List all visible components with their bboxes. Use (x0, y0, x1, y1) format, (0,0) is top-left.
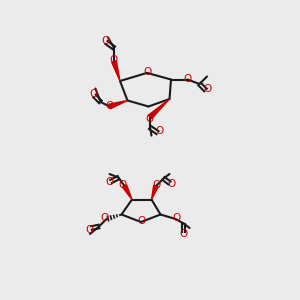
Text: O: O (86, 225, 94, 235)
Text: O: O (119, 179, 127, 190)
Text: O: O (183, 74, 192, 85)
Text: O: O (110, 55, 118, 65)
Text: O: O (143, 67, 151, 77)
Polygon shape (112, 61, 120, 81)
Text: O: O (100, 213, 109, 223)
Text: O: O (105, 177, 113, 188)
Text: O: O (105, 100, 114, 111)
Text: O: O (203, 83, 211, 94)
Polygon shape (109, 100, 128, 109)
Text: O: O (153, 179, 161, 190)
Text: O: O (155, 126, 163, 136)
Text: O: O (137, 215, 145, 226)
Text: O: O (172, 213, 181, 223)
Polygon shape (148, 99, 170, 119)
Text: O: O (180, 229, 188, 239)
Polygon shape (122, 185, 132, 200)
Text: O: O (146, 113, 154, 124)
Text: O: O (101, 36, 109, 46)
Text: O: O (89, 89, 98, 99)
Text: O: O (167, 179, 176, 189)
Polygon shape (152, 185, 158, 200)
